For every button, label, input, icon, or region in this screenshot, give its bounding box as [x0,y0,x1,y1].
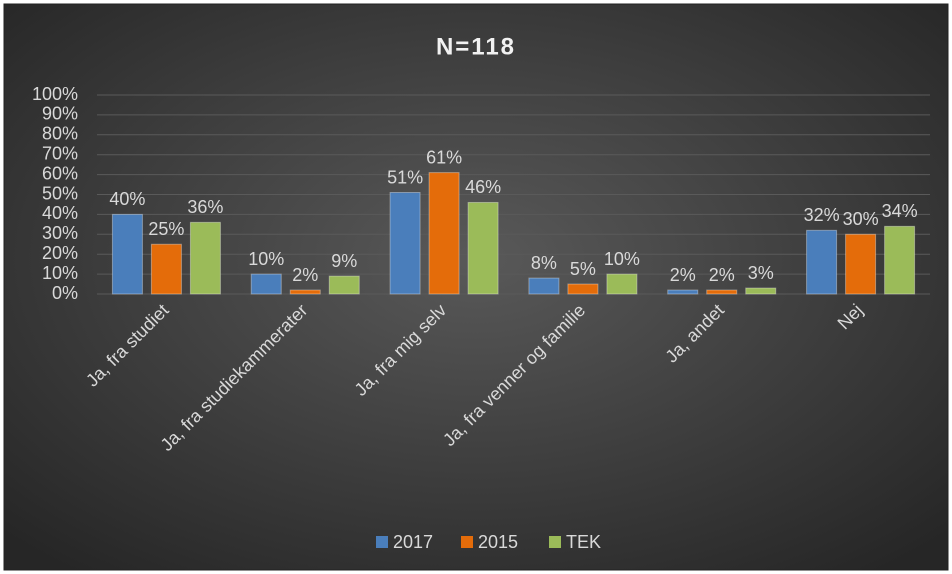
value-label: 5% [570,259,596,279]
value-label: 8% [531,253,557,273]
value-label: 61% [426,147,462,167]
y-tick-label: 80% [42,124,78,144]
legend-swatch [549,536,561,548]
value-label: 34% [882,201,918,221]
y-tick-label: 20% [42,243,78,263]
value-label: 10% [604,249,640,269]
chart-title: N=118 [436,33,516,60]
bar [884,225,916,295]
y-tick-label: 90% [42,104,78,124]
value-label: 25% [148,219,184,239]
value-label: 46% [465,177,501,197]
value-label: 32% [804,205,840,225]
bar [528,277,560,295]
bar [845,233,877,295]
legend-label: TEK [566,532,601,552]
legend-label: 2017 [393,532,433,552]
bar [389,192,421,295]
y-tick-label: 10% [42,263,78,283]
y-tick-label: 0% [52,283,78,303]
bar [806,229,838,295]
legend-swatch [461,536,473,548]
value-label: 10% [248,249,284,269]
bar [467,201,499,295]
bar [745,287,777,295]
bar [189,221,221,295]
bar [150,243,182,295]
y-tick-label: 60% [42,163,78,183]
bar [250,273,282,295]
legend-swatch [376,536,388,548]
legend-label: 2015 [478,532,518,552]
bar [289,289,321,295]
bar [428,172,460,295]
value-label: 40% [109,189,145,209]
value-label: 30% [843,209,879,229]
value-label: 3% [748,263,774,283]
bar [606,273,638,295]
bar [111,213,143,295]
value-label: 2% [709,265,735,285]
bar [706,289,738,295]
value-label: 2% [670,265,696,285]
bar [667,289,699,295]
bar [567,283,599,295]
bar [328,275,360,295]
y-tick-label: 40% [42,203,78,223]
y-tick-label: 70% [42,143,78,163]
value-label: 9% [331,251,357,271]
y-tick-label: 50% [42,183,78,203]
value-label: 36% [187,197,223,217]
y-tick-label: 100% [32,84,78,104]
value-label: 51% [387,167,423,187]
value-label: 2% [292,265,318,285]
y-tick-label: 30% [42,223,78,243]
